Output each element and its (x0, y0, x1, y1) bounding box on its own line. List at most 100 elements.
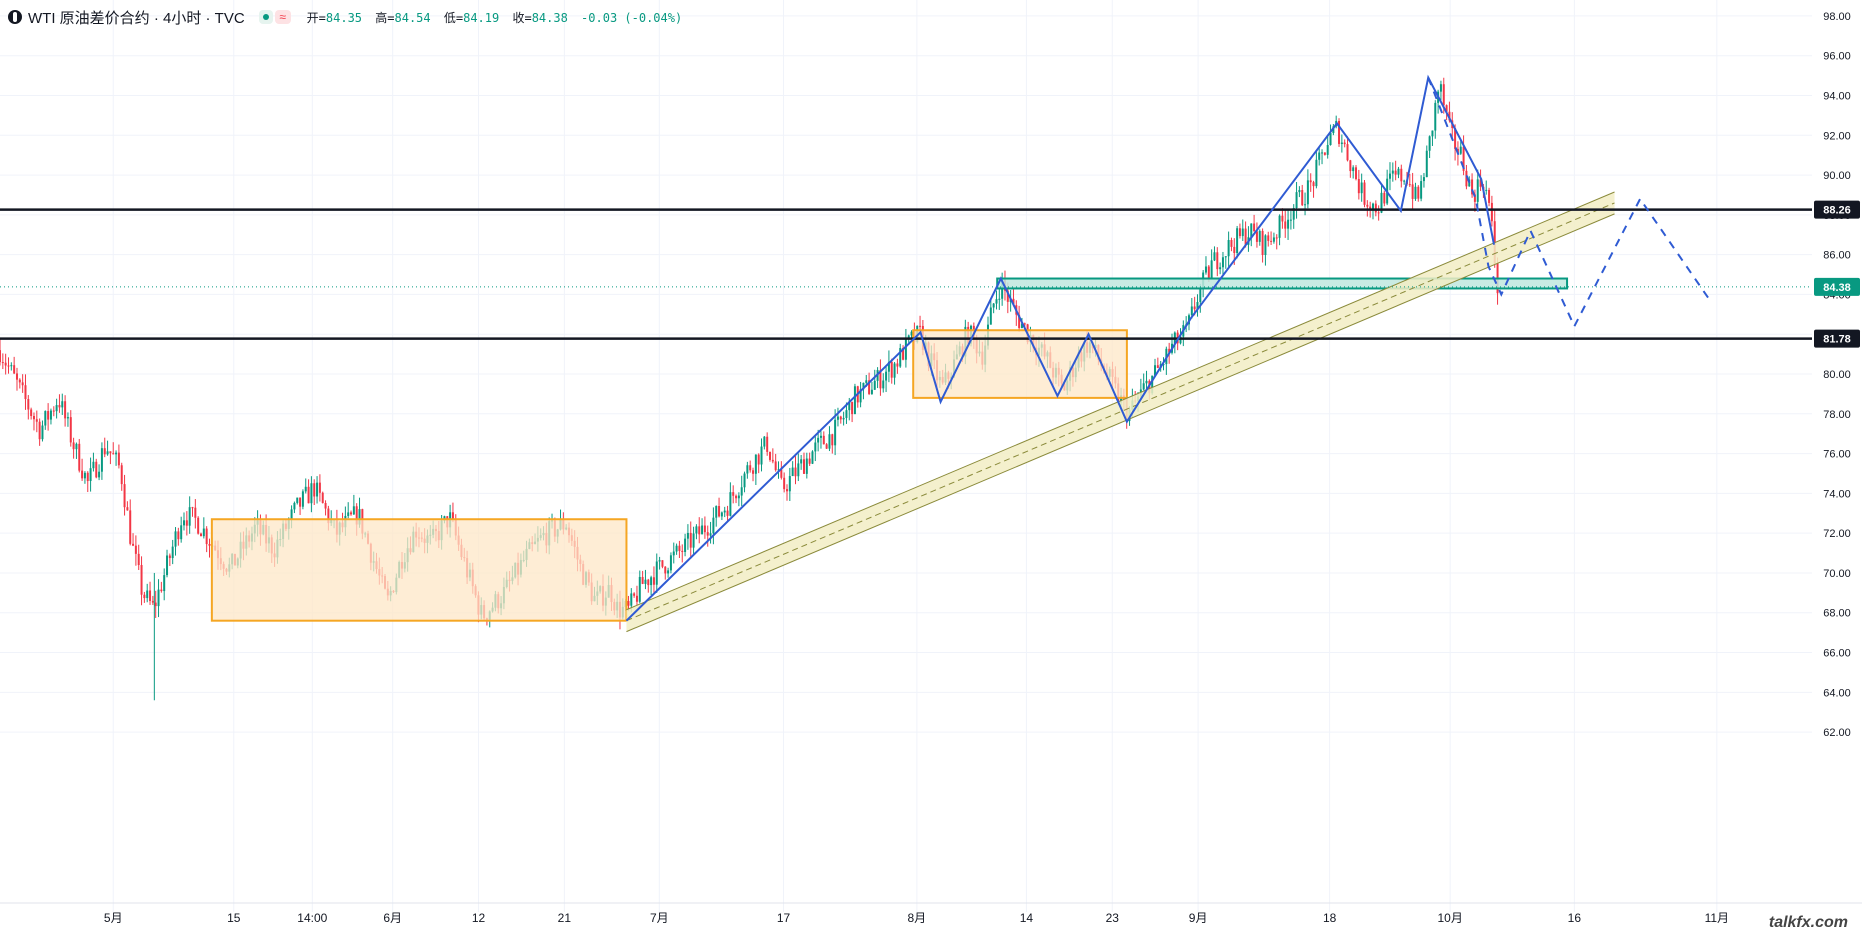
candle-body (115, 452, 118, 455)
candle-body (633, 593, 636, 596)
candle-body (771, 459, 774, 462)
candle-body (870, 389, 873, 394)
x-tick-label: 5月 (104, 911, 123, 925)
range-box[interactable] (210, 518, 628, 622)
candle-body (737, 495, 740, 499)
x-tick-label: 7月 (650, 911, 669, 925)
candle-body (293, 502, 296, 510)
candle-body (919, 325, 922, 327)
candle-body (15, 373, 18, 380)
candle-body (1485, 189, 1488, 191)
candle-body (301, 491, 304, 507)
candle-body (146, 590, 149, 599)
candle-body (1414, 186, 1417, 199)
candle-body (1020, 323, 1023, 328)
candle-body (86, 472, 89, 482)
candle-body (1355, 167, 1358, 180)
candle-body (661, 560, 664, 567)
candle-body (1292, 208, 1295, 220)
candle-body (1462, 146, 1465, 171)
candle-body (1321, 152, 1324, 154)
close-value: 84.38 (531, 10, 568, 25)
candle-body (1289, 219, 1292, 221)
axis-price-tag (1814, 200, 1860, 219)
candle-body (1309, 180, 1312, 183)
candle-body (81, 470, 84, 479)
candle-body (1346, 144, 1349, 161)
candle-body (160, 589, 163, 592)
candle-body (69, 417, 72, 443)
trend-channel-lower[interactable] (626, 213, 1615, 633)
candle-body (845, 410, 848, 418)
candle-body (732, 492, 735, 496)
candle-body (899, 348, 902, 367)
candle-body (1227, 240, 1230, 257)
y-tick-label: 64.00 (1823, 687, 1851, 699)
candle-body (1360, 182, 1363, 194)
symbol-legend[interactable]: WTI 原油差价合约 · 4小时 · TVC ≈ 开=84.35 高=84.54… (8, 6, 688, 28)
trend-channel-upper[interactable] (626, 191, 1615, 611)
candle-body (304, 486, 307, 492)
candle-body (177, 531, 180, 540)
candle-body (882, 380, 885, 389)
candle-body (1275, 237, 1278, 239)
candle-body (1216, 252, 1219, 270)
candle-body (1, 362, 4, 364)
resistance-zone[interactable] (996, 277, 1569, 290)
candle-body (1465, 170, 1468, 187)
candle-body (1434, 102, 1437, 131)
candle-body (723, 510, 726, 513)
candle-body (1298, 190, 1301, 193)
candle-body (1323, 152, 1326, 155)
axis-price-tag (1814, 277, 1860, 296)
candle-body (120, 465, 123, 485)
x-tick-label: 18 (1323, 911, 1337, 925)
candle-body (1397, 168, 1400, 175)
candle-body (695, 526, 698, 534)
candle-body (797, 463, 800, 477)
candle-body (802, 459, 805, 474)
candle-body (35, 419, 38, 422)
candle-body (689, 532, 692, 548)
candle-body (55, 405, 58, 412)
candle-body (1196, 302, 1199, 310)
candle-body (641, 576, 644, 584)
candle-body (1428, 136, 1431, 151)
candle-body (321, 492, 324, 503)
candle-body (89, 468, 92, 482)
candle-body (140, 565, 143, 595)
candle-body (1023, 323, 1026, 325)
candle-body (1383, 192, 1386, 204)
candle-body (1394, 170, 1397, 175)
candle-body (678, 545, 681, 551)
candle-body (1425, 150, 1428, 178)
y-tick-label: 62.00 (1823, 727, 1851, 739)
candle-body (726, 510, 729, 516)
candle-body (199, 533, 202, 537)
range-box[interactable] (912, 329, 1128, 399)
candle-body (1012, 298, 1015, 306)
x-tick-label: 8月 (908, 911, 927, 925)
candle-body (896, 363, 899, 367)
candle-body (1250, 223, 1253, 238)
candle-body (1233, 246, 1236, 253)
candle-body (706, 532, 709, 536)
candle-body (1490, 202, 1493, 222)
candle-body (123, 484, 126, 508)
x-tick-label: 14 (1020, 911, 1034, 925)
candle-body (842, 417, 845, 420)
trend-channel-fill (626, 191, 1615, 632)
candle-body (703, 525, 706, 533)
candle-body (347, 512, 350, 516)
candle-body (1454, 128, 1457, 149)
candle-body (780, 469, 783, 478)
candle-body (825, 444, 828, 449)
candle-body (1238, 228, 1241, 237)
symbol-title[interactable]: WTI 原油差价合约 · 4小时 · TVC (28, 9, 245, 27)
candle-body (1179, 336, 1182, 344)
projection-dashed-line[interactable] (1427, 77, 1713, 329)
candle-body (299, 497, 302, 507)
candle-body (44, 411, 47, 426)
